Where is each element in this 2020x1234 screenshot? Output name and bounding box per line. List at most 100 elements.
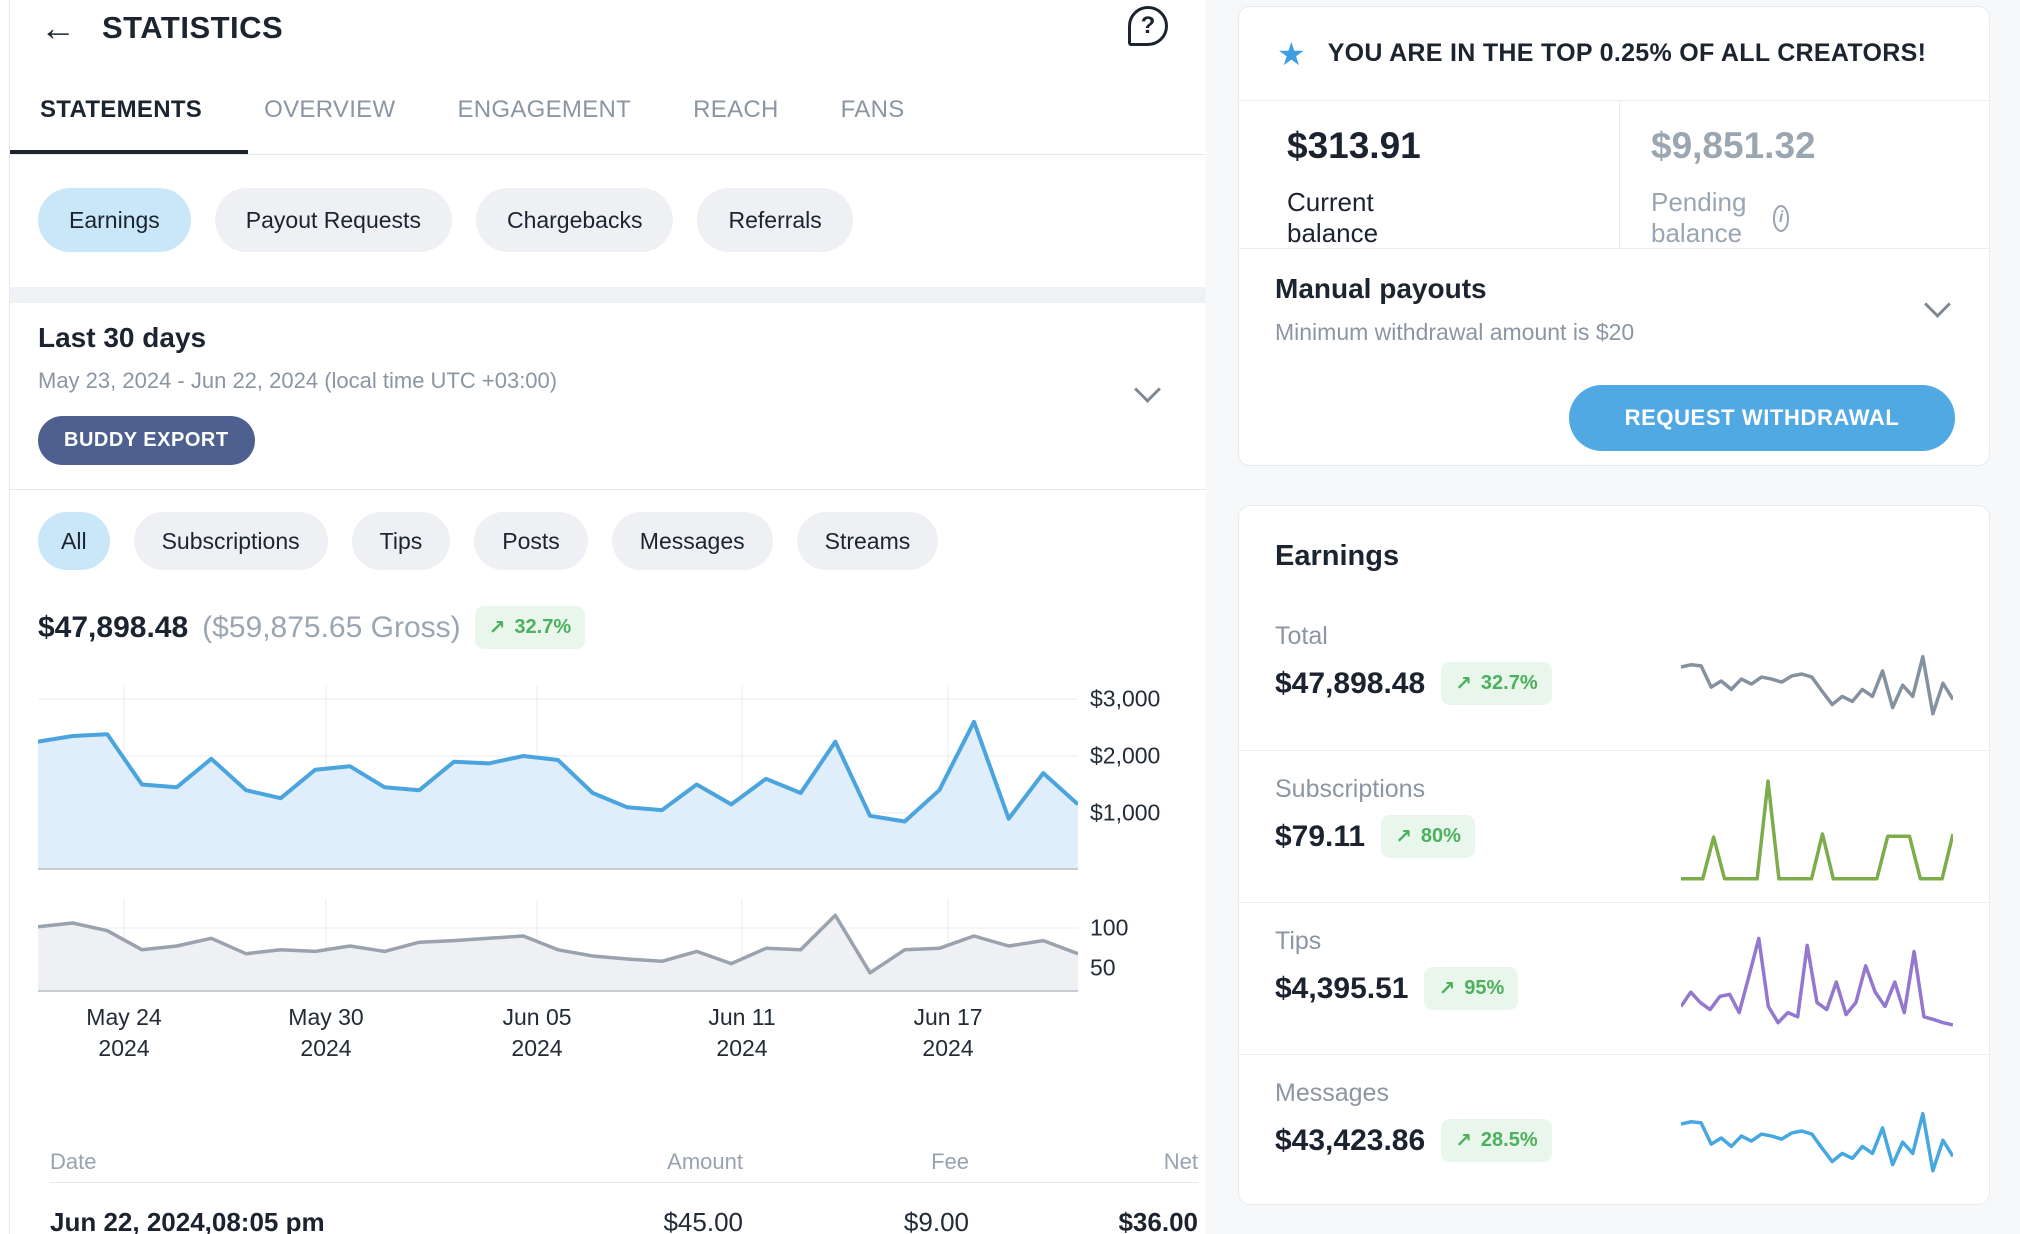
trend-value: 28.5%: [1480, 1129, 1538, 1151]
statistics-panel: ← STATISTICS ? STATEMENTS OVERVIEW ENGAG…: [10, 0, 1206, 1234]
x-tick-year: 2024: [98, 1035, 150, 1061]
x-axis-label: Jun 17 2024: [913, 1002, 982, 1064]
x-tick-year: 2024: [716, 1035, 768, 1061]
transactions-area-fill: [38, 915, 1078, 992]
total-sparkline: [1681, 618, 1953, 730]
earning-type-filter-pills: All Subscriptions Tips Posts Messages St…: [38, 512, 939, 570]
x-axis-label: Jun 05 2024: [502, 1002, 571, 1064]
y-axis-label: $1,000: [1090, 799, 1161, 826]
buddy-export-button[interactable]: BUDDY EXPORT: [38, 416, 255, 465]
earnings-area-chart: [38, 686, 1078, 870]
trend-badge: ↗ 32.7%: [1441, 662, 1552, 705]
trend-badge: ↗ 80%: [1381, 815, 1475, 858]
period-chevron-down-icon[interactable]: [1134, 376, 1161, 403]
x-tick-date: Jun 17: [913, 1004, 983, 1030]
transactions-line: [38, 915, 1078, 973]
earnings-area-fill: [38, 721, 1078, 870]
table-row: Jun 22, 2024,08:05 pm $45.00 $9.00 $36.0…: [50, 1183, 1198, 1234]
page-header: ← STATISTICS: [40, 6, 283, 50]
trend-value: 32.7%: [1480, 672, 1538, 694]
top-creator-banner: ★ YOU ARE IN THE TOP 0.25% OF ALL CREATO…: [1239, 7, 1989, 101]
balances-divider: [1619, 101, 1620, 248]
tab-bar: STATEMENTS OVERVIEW ENGAGEMENT REACH FAN…: [40, 96, 905, 152]
tab-fans[interactable]: FANS: [840, 96, 905, 123]
earnings-row-tips: Tips $4,395.51 ↗ 95%: [1239, 902, 1989, 1054]
x-axis-label: May 24 2024: [86, 1002, 161, 1064]
balances-row: $313.91 Current balance $9,851.32 Pendin…: [1239, 101, 1989, 249]
pill-chargebacks[interactable]: Chargebacks: [475, 188, 674, 252]
filter-messages[interactable]: Messages: [611, 512, 773, 570]
trend-value: 95%: [1464, 977, 1505, 999]
row-label: Total: [1275, 622, 1328, 650]
manual-payouts-title: Manual payouts: [1275, 273, 1487, 304]
x-axis-label: May 30 2024: [288, 1002, 363, 1064]
current-balance-amount: $313.91: [1287, 125, 1421, 166]
balance-sidebar: ★ YOU ARE IN THE TOP 0.25% OF ALL CREATO…: [1206, 0, 2020, 1234]
info-icon[interactable]: i: [1772, 204, 1790, 232]
trend-badge: ↗ 28.5%: [1441, 1119, 1552, 1162]
filter-subscriptions[interactable]: Subscriptions: [133, 512, 328, 570]
row-label: Messages: [1275, 1079, 1389, 1107]
x-tick-date: May 30: [288, 1004, 364, 1030]
trend-value: 80%: [1420, 825, 1461, 847]
transactions-table: Date Amount Fee Net Jun 22, 2024,08:05 p…: [50, 1136, 1198, 1234]
filter-all[interactable]: All: [38, 512, 110, 570]
pill-payout-requests[interactable]: Payout Requests: [214, 188, 452, 252]
earnings-row-subscriptions: Subscriptions $79.11 ↗ 80%: [1239, 750, 1989, 902]
earnings-card: Earnings Total $47,898.48 ↗ 32.7%: [1238, 505, 1990, 1205]
filter-streams[interactable]: Streams: [796, 512, 939, 570]
section-divider: [10, 489, 1206, 490]
y-axis-label: 100: [1090, 914, 1129, 941]
trend-up-icon: ↗: [1395, 826, 1412, 848]
earnings-line: [38, 722, 1078, 822]
back-arrow-icon[interactable]: ←: [40, 7, 76, 48]
period-range: May 23, 2024 - Jun 22, 2024 (local time …: [38, 368, 558, 393]
subscriptions-sparkline: [1681, 771, 1953, 883]
star-icon: ★: [1277, 35, 1306, 72]
transactions-area-chart: [38, 900, 1078, 992]
payouts-chevron-down-icon[interactable]: [1924, 291, 1951, 318]
x-tick-year: 2024: [511, 1035, 563, 1061]
trend-badge: ↗ 32.7%: [474, 606, 586, 649]
help-icon[interactable]: ?: [1128, 6, 1168, 46]
pill-referrals[interactable]: Referrals: [697, 188, 853, 252]
row-value: $43,423.86: [1275, 1123, 1426, 1157]
tab-overview[interactable]: OVERVIEW: [264, 96, 396, 123]
balance-card: ★ YOU ARE IN THE TOP 0.25% OF ALL CREATO…: [1238, 6, 1990, 466]
pill-earnings[interactable]: Earnings: [38, 188, 191, 252]
top-creator-text: YOU ARE IN THE TOP 0.25% OF ALL CREATORS…: [1327, 39, 1927, 67]
filter-tips[interactable]: Tips: [351, 512, 451, 570]
trend-up-icon: ↗: [1455, 1130, 1472, 1152]
tab-statements[interactable]: STATEMENTS: [40, 96, 203, 123]
y-axis-label: $2,000: [1090, 742, 1161, 769]
cell-net: $36.00: [1118, 1206, 1198, 1234]
row-value: $4,395.51: [1275, 971, 1409, 1005]
trend-up-icon: ↗: [1455, 673, 1472, 695]
period-title: Last 30 days: [38, 322, 207, 353]
cell-fee: $9.00: [903, 1206, 969, 1234]
row-label: Tips: [1275, 927, 1322, 955]
tabs-divider: [10, 154, 1206, 155]
manual-payouts-section: Manual payouts Minimum withdrawal amount…: [1239, 249, 1989, 466]
table-divider: [50, 1182, 1198, 1183]
section-separator-band: [10, 287, 1206, 303]
x-tick-date: May 24: [86, 1004, 162, 1030]
col-header-fee: Fee: [931, 1149, 969, 1174]
trend-up-icon: ↗: [1438, 978, 1456, 1000]
tab-engagement[interactable]: ENGAGEMENT: [457, 96, 632, 123]
earnings-row-total: Total $47,898.48 ↗ 32.7%: [1239, 598, 1989, 750]
left-edge-divider: [9, 0, 10, 1234]
tab-reach[interactable]: REACH: [693, 96, 779, 123]
pending-balance-amount: $9,851.32: [1651, 125, 1816, 166]
table-header-row: Date Amount Fee Net: [50, 1136, 1198, 1180]
net-total: $47,898.48: [38, 610, 189, 644]
request-withdrawal-button[interactable]: REQUEST WITHDRAWAL: [1569, 385, 1955, 451]
current-balance-label: Current balance: [1287, 187, 1379, 248]
filter-posts[interactable]: Posts: [474, 512, 588, 570]
y-axis-label: $3,000: [1090, 685, 1161, 712]
trend-badge: ↗ 95%: [1424, 967, 1519, 1010]
col-header-net: Net: [1163, 1149, 1198, 1174]
col-header-date: Date: [50, 1149, 97, 1174]
statement-category-pills: Earnings Payout Requests Chargebacks Ref…: [38, 188, 853, 252]
